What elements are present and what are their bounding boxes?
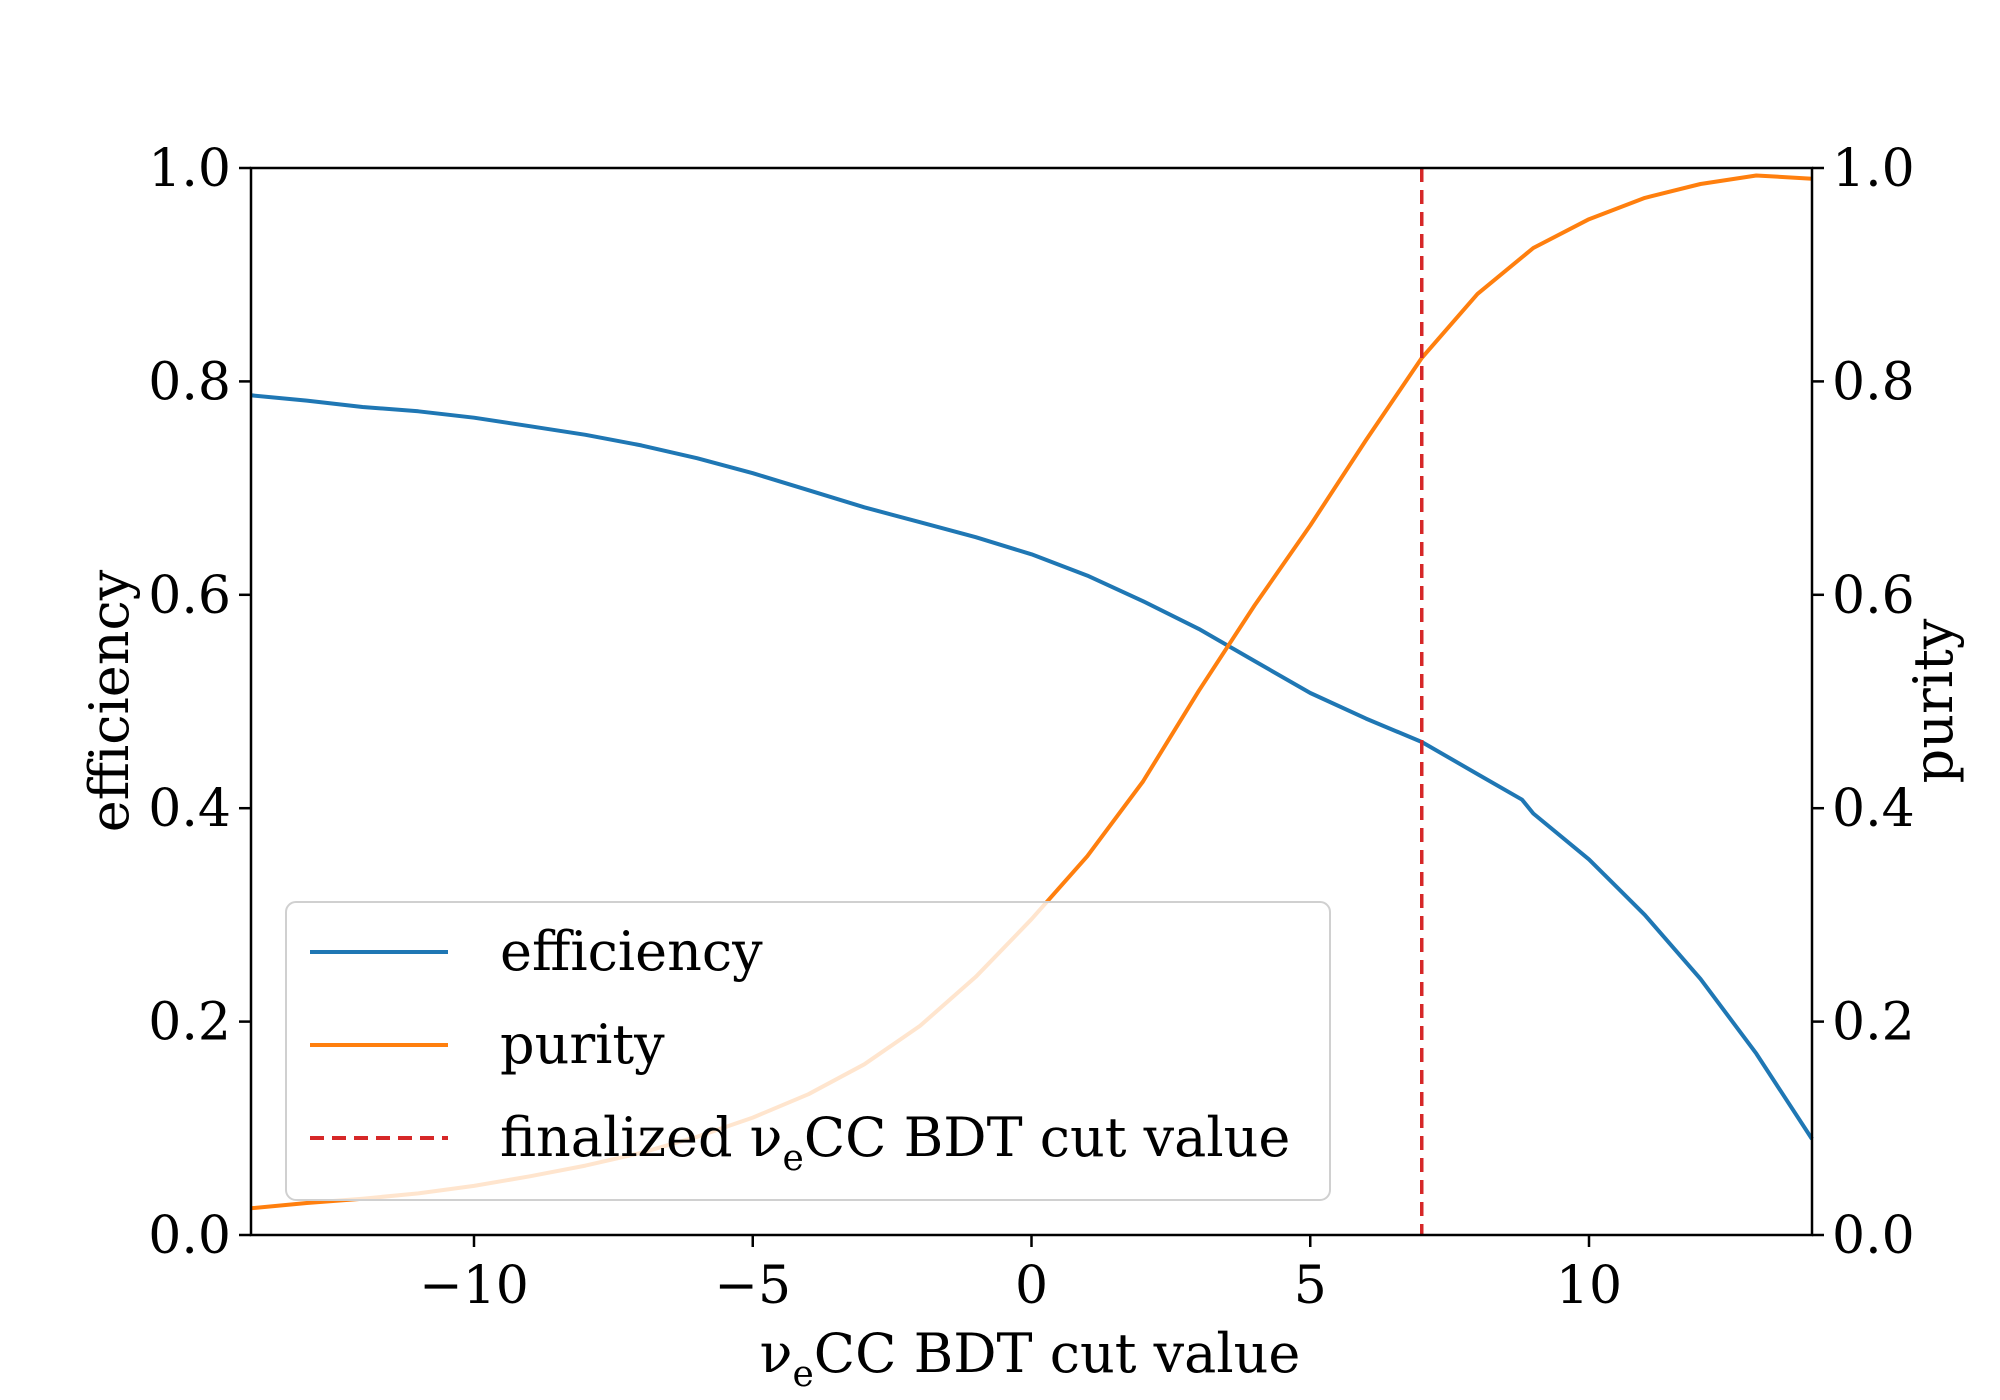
y-tick-label-right: 1.0 — [1832, 139, 1915, 199]
y-tick-label-left: 0.4 — [148, 779, 231, 839]
x-tick-label: −10 — [419, 1256, 529, 1316]
y-tick-label-right: 0.8 — [1832, 352, 1915, 412]
y-tick-label-right: 0.6 — [1832, 566, 1915, 626]
legend-label-efficiency: efficiency — [500, 920, 763, 983]
y-tick-label-right: 0.0 — [1832, 1206, 1915, 1266]
y-tick-label-left: 0.8 — [148, 352, 231, 412]
ticks-layer: −10 −5 0 5 10 0.0 0.0 0.2 0.2 0.4 0.4 0.6 0.6 0.8 0.8 1… — [148, 139, 1914, 1316]
legend-box — [285, 901, 1331, 1201]
legend: efficiency purity finalized νeCC BDT cut… — [285, 901, 1331, 1201]
x-tick-label: 5 — [1294, 1256, 1327, 1316]
legend-label-cut-value: finalized νeCC BDT cut value — [500, 1106, 1290, 1179]
x-tick-label: 10 — [1556, 1256, 1622, 1316]
y-tick-label-right: 0.4 — [1832, 779, 1915, 839]
y-tick-label-right: 0.2 — [1832, 993, 1915, 1053]
efficiency-line — [250, 393, 1814, 1141]
y-tick-label-left: 1.0 — [148, 139, 231, 199]
x-tick-label: −5 — [714, 1256, 791, 1316]
y-tick-label-left: 0.0 — [148, 1206, 231, 1266]
y-axis-label-left: efficiency — [78, 569, 141, 832]
x-axis-label: νeCC BDT cut value — [760, 1322, 1301, 1395]
y-tick-label-left: 0.6 — [148, 566, 231, 626]
y-axis-label-right: purity — [1902, 618, 1965, 783]
legend-label-purity: purity — [500, 1013, 665, 1076]
y-tick-label-left: 0.2 — [148, 993, 231, 1053]
x-tick-label: 0 — [1015, 1256, 1048, 1316]
